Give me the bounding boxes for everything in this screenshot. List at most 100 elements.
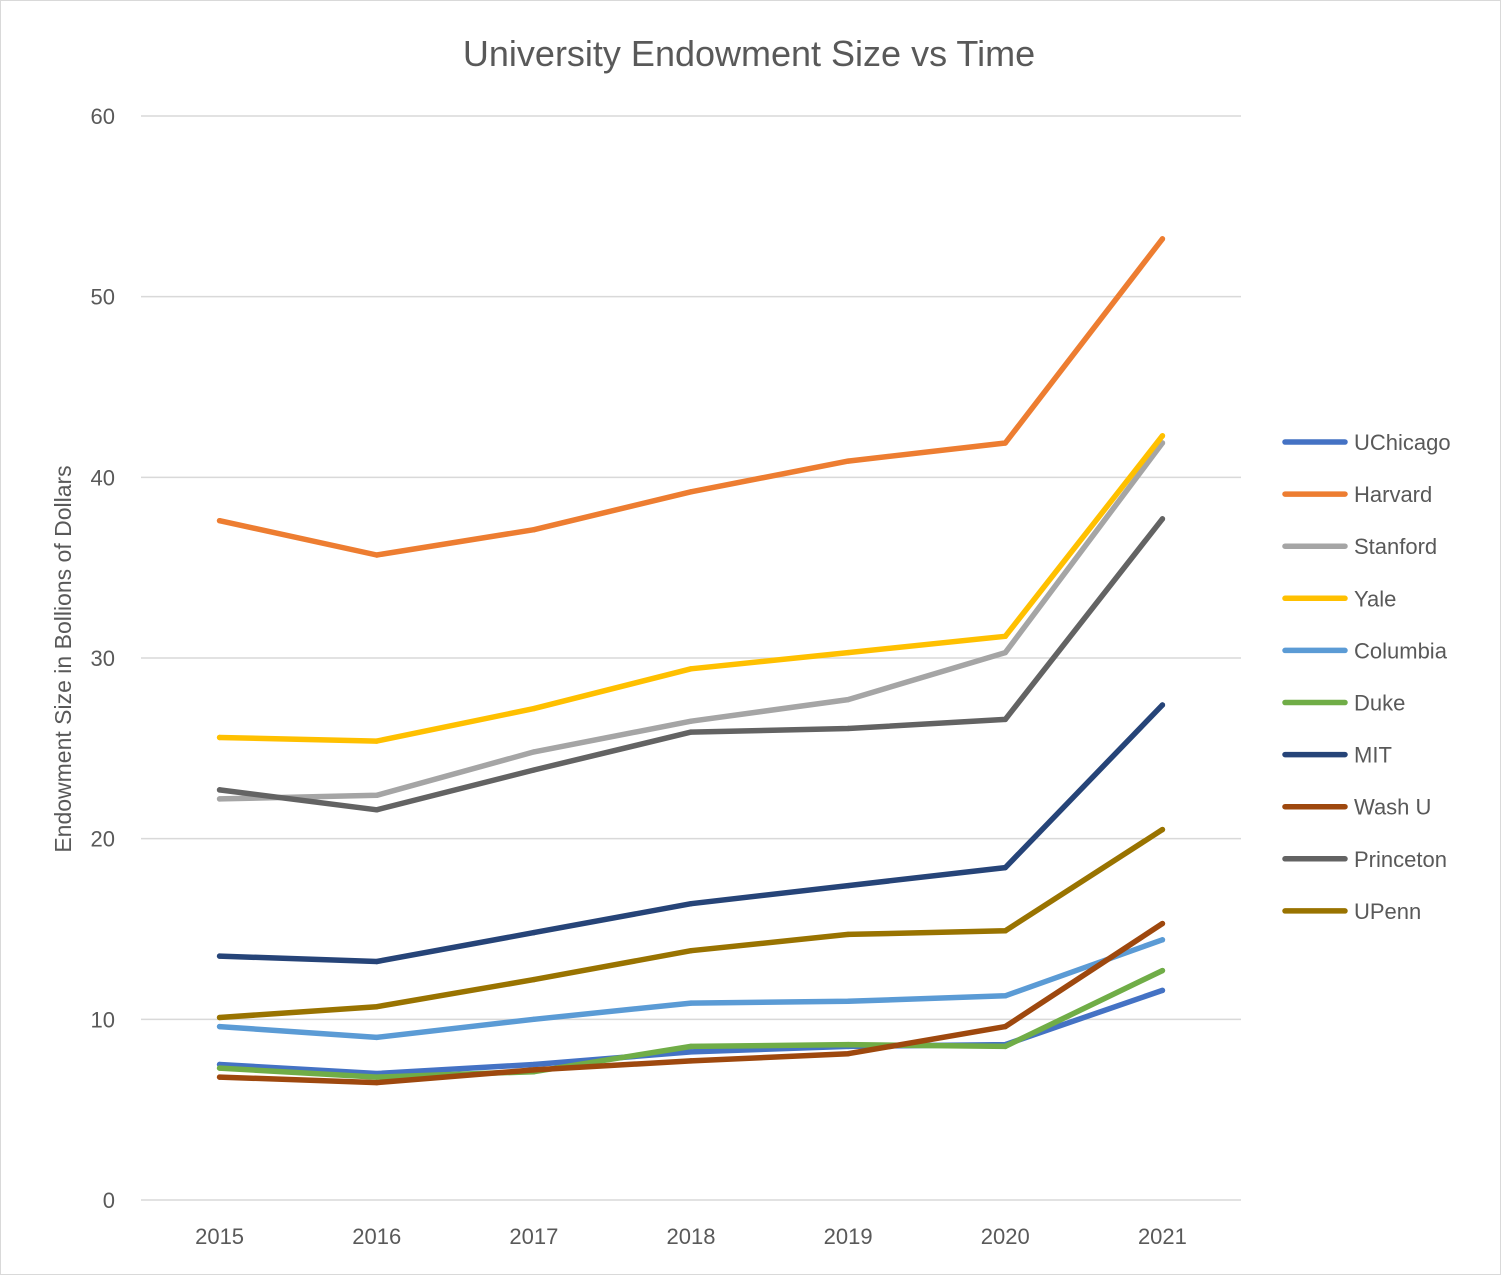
data-point: [531, 767, 537, 773]
legend-item-upenn: UPenn: [1282, 899, 1421, 924]
legend-item-mit: MIT: [1282, 743, 1392, 768]
legend-label: Princeton: [1354, 847, 1447, 872]
data-point: [216, 1014, 223, 1021]
legend-item-princeton: Princeton: [1282, 847, 1447, 872]
data-point: [374, 552, 380, 558]
data-point: [1159, 920, 1166, 927]
series-line-stanford: [216, 440, 1166, 802]
x-tick-label: 2021: [1138, 1224, 1187, 1249]
data-point: [216, 1074, 223, 1080]
legend-label: UPenn: [1354, 899, 1421, 924]
legend-item-yale: Yale: [1282, 586, 1396, 611]
legend-label: MIT: [1354, 743, 1392, 768]
data-point: [1159, 433, 1166, 439]
data-point: [1159, 826, 1166, 833]
data-point: [216, 1023, 223, 1030]
data-point: [845, 998, 851, 1004]
data-point: [216, 734, 223, 741]
data-point: [688, 1043, 694, 1050]
legend: UChicago Harvard Stanford Yale Columbia Duke M…: [1282, 430, 1451, 924]
data-point: [374, 1034, 380, 1041]
data-point: [374, 807, 380, 813]
data-point: [374, 738, 380, 744]
legend-label: Yale: [1354, 586, 1396, 611]
data-point: [531, 1016, 537, 1023]
data-point: [531, 929, 537, 936]
data-point: [845, 1041, 851, 1048]
data-point: [374, 1079, 380, 1086]
data-point: [1159, 702, 1166, 708]
data-point: [216, 787, 223, 793]
series-line-harvard: [216, 236, 1166, 558]
data-point: [1002, 864, 1008, 871]
data-point: [845, 931, 851, 938]
data-point: [216, 517, 223, 524]
data-point: [845, 649, 851, 656]
data-point: [1002, 649, 1008, 656]
data-point: [374, 1074, 380, 1080]
data-point: [688, 729, 694, 735]
chart-title: University Endowment Size vs Time: [463, 33, 1035, 74]
legend-label: Harvard: [1354, 482, 1432, 507]
data-point: [688, 666, 694, 672]
data-point: [216, 796, 223, 802]
data-point: [688, 489, 694, 495]
data-point: [1159, 987, 1166, 994]
legend-label: Columbia: [1354, 638, 1448, 663]
data-point: [1159, 516, 1166, 522]
y-tick-label: 40: [91, 465, 115, 490]
data-point: [845, 458, 851, 464]
y-axis-label: Endowment Size in Bollions of Dollars: [50, 465, 76, 852]
legend-item-stanford: Stanford: [1282, 534, 1437, 559]
y-tick-label: 30: [91, 646, 115, 671]
x-tick-label: 2018: [667, 1224, 716, 1249]
data-point: [1159, 236, 1166, 242]
y-tick-label: 20: [91, 827, 115, 852]
data-point: [531, 705, 537, 712]
data-point: [531, 1067, 537, 1073]
data-point: [216, 953, 223, 959]
data-point: [1002, 440, 1008, 446]
x-tick-label: 2017: [509, 1224, 558, 1249]
legend-item-wash-u: Wash U: [1282, 795, 1431, 820]
data-point: [688, 1058, 694, 1064]
legend-item-columbia: Columbia: [1282, 638, 1448, 663]
x-axis-ticks: 2015 2016 2017 2018 2019 2020 2021: [195, 1224, 1187, 1249]
data-point: [1002, 1023, 1008, 1030]
y-tick-label: 50: [91, 285, 115, 310]
legend-label: Stanford: [1354, 534, 1437, 559]
y-axis-ticks: 0 10 20 30 40 50 60: [91, 104, 115, 1213]
y-tick-label: 60: [91, 104, 115, 129]
data-point: [531, 749, 537, 755]
data-point: [374, 1003, 380, 1010]
x-tick-label: 2016: [352, 1224, 401, 1249]
data-point: [688, 1049, 694, 1055]
data-point: [1002, 1043, 1008, 1050]
x-tick-label: 2015: [195, 1224, 244, 1249]
y-tick-label: 0: [103, 1188, 115, 1213]
data-point: [374, 792, 380, 799]
data-point: [1159, 967, 1166, 974]
data-point: [1159, 937, 1166, 943]
data-point: [688, 718, 694, 724]
legend-item-uchicago: UChicago: [1282, 430, 1451, 455]
data-point: [845, 696, 851, 703]
data-point: [845, 1050, 851, 1057]
legend-item-harvard: Harvard: [1282, 482, 1432, 507]
data-point: [531, 976, 537, 983]
data-point: [845, 882, 851, 889]
data-point: [1002, 928, 1008, 934]
series-lines: [216, 236, 1166, 1086]
data-point: [216, 1065, 223, 1071]
data-point: [1002, 993, 1008, 999]
data-point: [1002, 716, 1008, 723]
legend-label: Wash U: [1354, 795, 1431, 820]
data-point: [531, 1061, 537, 1068]
series-line-princeton: [216, 516, 1166, 813]
legend-label: UChicago: [1354, 430, 1451, 455]
gridlines: [141, 115, 1241, 1201]
data-point: [688, 947, 694, 954]
data-point: [688, 901, 694, 907]
